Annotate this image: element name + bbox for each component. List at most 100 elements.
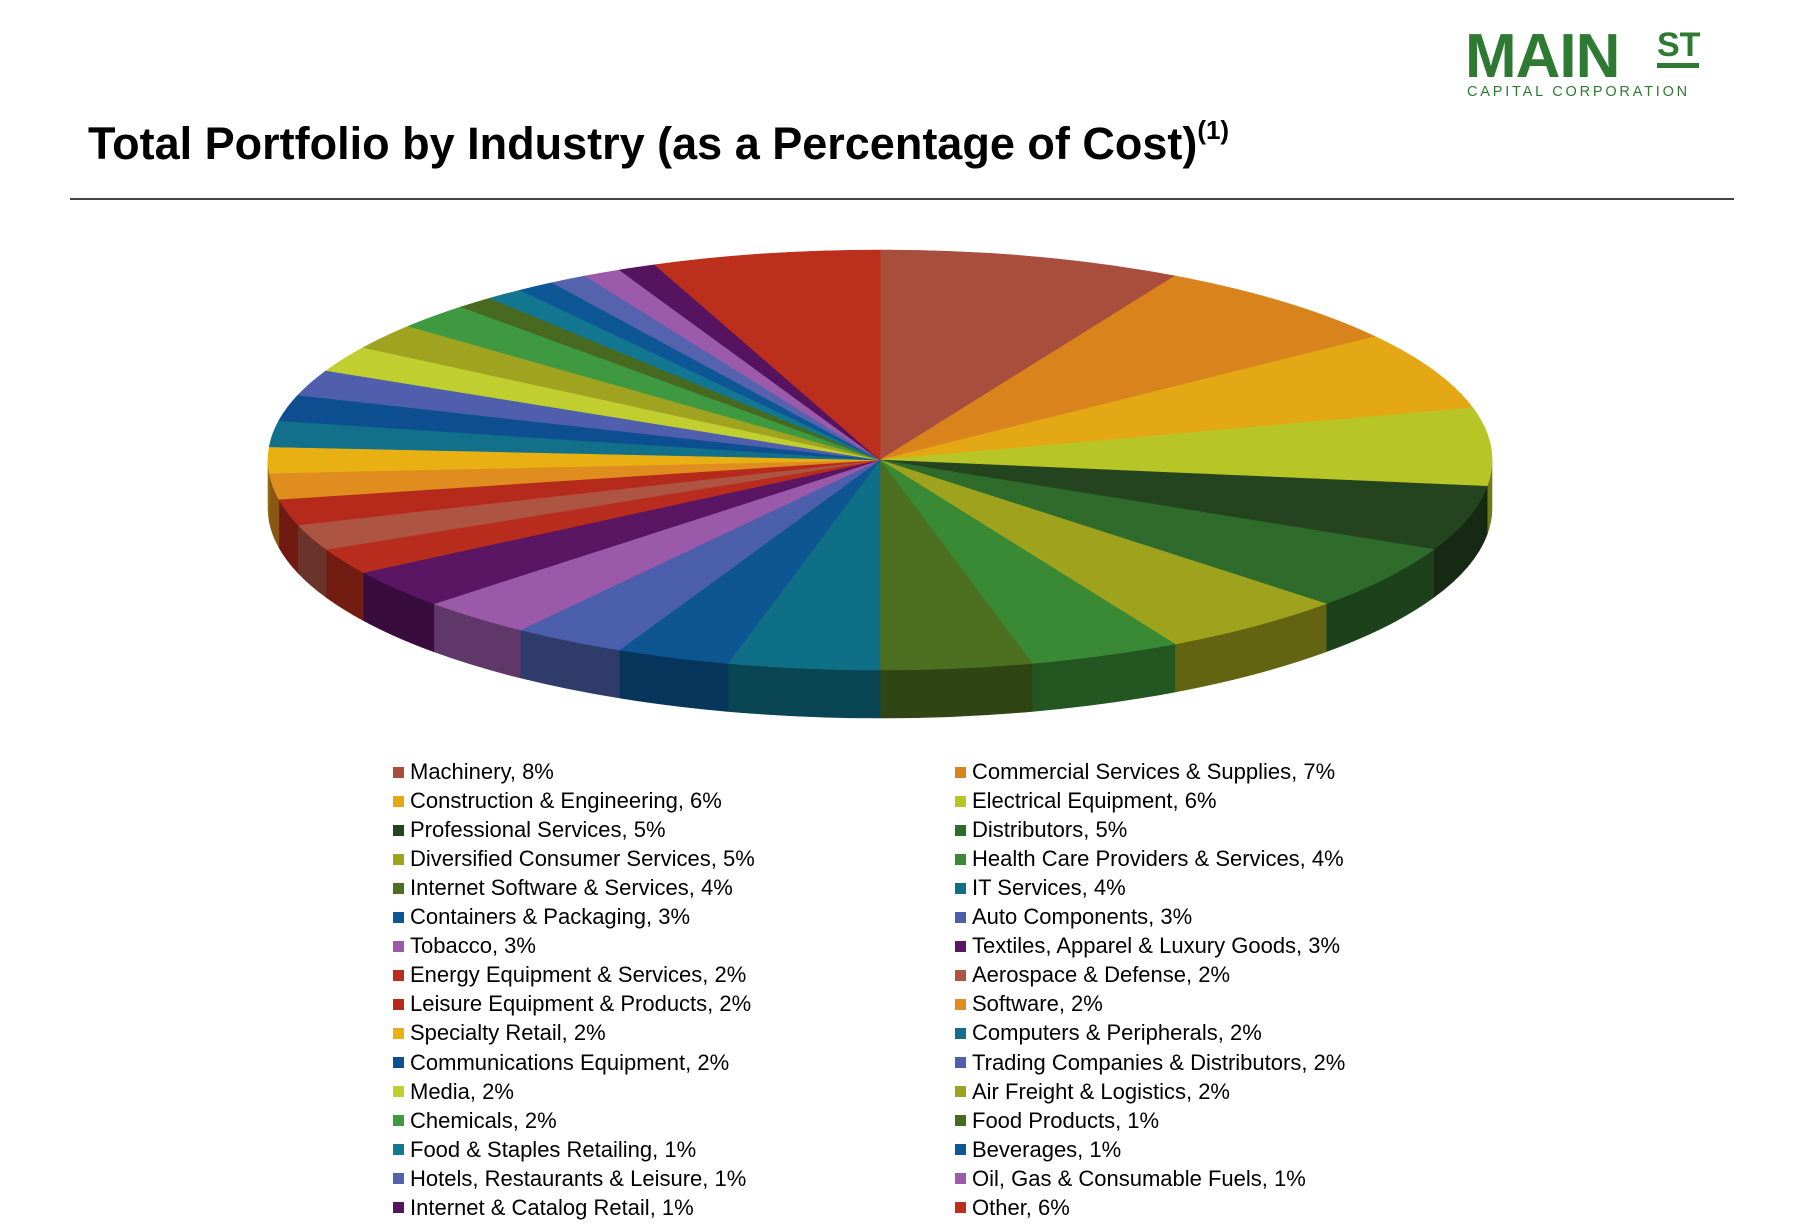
legend-label: Specialty Retail, 2% bbox=[410, 1020, 606, 1046]
legend-swatch bbox=[955, 1144, 966, 1156]
pie-chart bbox=[267, 249, 1493, 719]
legend-item-tobacco: Tobacco, 3% bbox=[393, 932, 536, 960]
legend-swatch bbox=[955, 853, 966, 865]
legend-item-commercial-services-and-supplies: Commercial Services & Supplies, 7% bbox=[955, 758, 1335, 786]
legend-item-it-services: IT Services, 4% bbox=[955, 874, 1126, 902]
legend-swatch bbox=[955, 1057, 966, 1068]
logo-superscript: ST bbox=[1657, 26, 1701, 64]
legend-swatch bbox=[393, 911, 404, 923]
legend-label: Electrical Equipment, 6% bbox=[972, 788, 1217, 814]
legend-item-diversified-consumer-services: Diversified Consumer Services, 5% bbox=[393, 845, 755, 873]
legend-swatch bbox=[393, 882, 404, 894]
legend-item-textiles-apparel-and-luxury-goods: Textiles, Apparel & Luxury Goods, 3% bbox=[955, 932, 1340, 960]
legend-swatch bbox=[955, 1027, 966, 1039]
title-divider bbox=[70, 198, 1734, 200]
legend-item-containers-and-packaging: Containers & Packaging, 3% bbox=[393, 903, 690, 931]
title-footnote: (1) bbox=[1197, 115, 1230, 145]
legend-label: Professional Services, 5% bbox=[410, 817, 666, 843]
legend-label: Computers & Peripherals, 2% bbox=[972, 1020, 1262, 1046]
legend-item-leisure-equipment-and-products: Leisure Equipment & Products, 2% bbox=[393, 990, 751, 1018]
legend-swatch bbox=[955, 766, 966, 778]
legend-item-air-freight-and-logistics: Air Freight & Logistics, 2% bbox=[955, 1078, 1230, 1106]
legend-label: Trading Companies & Distributors, 2% bbox=[972, 1049, 1346, 1075]
legend-item-other: Other, 6% bbox=[955, 1194, 1070, 1222]
legend-label: Beverages, 1% bbox=[972, 1136, 1122, 1162]
legend-label: IT Services, 4% bbox=[972, 875, 1126, 901]
legend-swatch bbox=[955, 940, 966, 952]
legend-item-specialty-retail: Specialty Retail, 2% bbox=[393, 1019, 606, 1047]
legend-label: Food & Staples Retailing, 1% bbox=[410, 1136, 697, 1162]
legend-label: Internet & Catalog Retail, 1% bbox=[410, 1194, 694, 1220]
legend-label: Commercial Services & Supplies, 7% bbox=[972, 759, 1336, 784]
legend-label: Textiles, Apparel & Luxury Goods, 3% bbox=[972, 933, 1341, 959]
legend-swatch bbox=[955, 1086, 966, 1098]
legend-item-distributors: Distributors, 5% bbox=[955, 816, 1127, 844]
page-title: Total Portfolio by Industry (as a Percen… bbox=[88, 115, 1230, 170]
legend-swatch bbox=[955, 1115, 966, 1127]
legend-label: Auto Components, 3% bbox=[972, 904, 1193, 930]
legend-swatch bbox=[393, 824, 404, 836]
legend-swatch bbox=[955, 1173, 966, 1185]
logo-wordmark: MAIN bbox=[1465, 22, 1620, 91]
legend-label: Air Freight & Logistics, 2% bbox=[972, 1078, 1230, 1104]
pie-side-internet-software-and-services bbox=[879, 663, 1033, 719]
legend-item-machinery: Machinery, 8% bbox=[393, 758, 554, 786]
logo-subtitle: CAPITAL CORPORATION bbox=[1467, 84, 1690, 100]
legend-swatch bbox=[393, 1057, 404, 1068]
pie-slice-commercial-services-and-supplies bbox=[879, 275, 1377, 461]
pie-slice-other bbox=[654, 249, 881, 461]
legend-item-hotels-restaurants-and-leisure: Hotels, Restaurants & Leisure, 1% bbox=[393, 1165, 746, 1193]
legend-label: Tobacco, 3% bbox=[410, 933, 536, 959]
legend-swatch bbox=[955, 824, 966, 836]
legend-item-aerospace-and-defense: Aerospace & Defense, 2% bbox=[955, 961, 1230, 989]
legend-label: Diversified Consumer Services, 5% bbox=[410, 846, 755, 872]
legend-label: Construction & Engineering, 6% bbox=[410, 788, 722, 814]
legend-swatch bbox=[393, 1202, 404, 1214]
legend-swatch bbox=[393, 1115, 404, 1127]
legend-item-chemicals: Chemicals, 2% bbox=[393, 1107, 557, 1135]
legend-label: Aerospace & Defense, 2% bbox=[972, 962, 1231, 988]
legend-swatch bbox=[955, 911, 966, 923]
page-title-text: Total Portfolio by Industry (as a Percen… bbox=[88, 118, 1198, 169]
legend-label: Energy Equipment & Services, 2% bbox=[410, 962, 747, 988]
legend-item-computers-and-peripherals: Computers & Peripherals, 2% bbox=[955, 1019, 1262, 1047]
legend-label: Containers & Packaging, 3% bbox=[410, 904, 691, 930]
legend-swatch bbox=[393, 998, 404, 1010]
legend-label: Food Products, 1% bbox=[972, 1107, 1160, 1133]
legend-item-health-care-providers-and-services: Health Care Providers & Services, 4% bbox=[955, 845, 1344, 873]
legend-label: Leisure Equipment & Products, 2% bbox=[410, 991, 752, 1017]
legend-swatch bbox=[393, 795, 404, 807]
pie-slice-professional-services bbox=[879, 459, 1488, 550]
legend-item-internet-software-and-services: Internet Software & Services, 4% bbox=[393, 874, 733, 902]
legend-item-professional-services: Professional Services, 5% bbox=[393, 816, 666, 844]
main-street-logo: MAIN ST CAPITAL CORPORATION bbox=[1465, 26, 1705, 106]
legend-label: Software, 2% bbox=[972, 991, 1103, 1017]
legend-swatch bbox=[955, 795, 966, 807]
pie-slice-electrical-equipment bbox=[879, 407, 1493, 487]
legend-item-oil-gas-and-consumable-fuels: Oil, Gas & Consumable Fuels, 1% bbox=[955, 1165, 1306, 1193]
legend-swatch bbox=[393, 1144, 404, 1156]
legend-label: Machinery, 8% bbox=[410, 759, 554, 784]
legend-swatch bbox=[955, 882, 966, 894]
legend-label: Chemicals, 2% bbox=[410, 1107, 557, 1133]
legend-item-trading-companies-and-distributors: Trading Companies & Distributors, 2% bbox=[955, 1049, 1345, 1077]
legend-swatch bbox=[393, 1086, 404, 1098]
legend-swatch bbox=[393, 766, 404, 778]
legend-item-communications-equipment: Communications Equipment, 2% bbox=[393, 1049, 729, 1077]
pie-side-it-services bbox=[727, 663, 881, 719]
legend-label: Communications Equipment, 2% bbox=[410, 1049, 730, 1075]
legend-item-electrical-equipment: Electrical Equipment, 6% bbox=[955, 787, 1217, 815]
legend-swatch bbox=[393, 940, 404, 952]
legend-swatch bbox=[393, 1027, 404, 1039]
chart-legend: Machinery, 8% Commercial Services & Suppl… bbox=[393, 758, 1393, 1224]
legend-item-food-products: Food Products, 1% bbox=[955, 1107, 1159, 1135]
legend-swatch bbox=[393, 969, 404, 981]
pie-slice-construction-and-engineering bbox=[879, 336, 1474, 461]
pie-slice-distributors bbox=[879, 459, 1435, 605]
legend-label: Hotels, Restaurants & Leisure, 1% bbox=[410, 1165, 747, 1191]
logo-underline bbox=[1657, 63, 1699, 68]
legend-label: Health Care Providers & Services, 4% bbox=[972, 846, 1344, 872]
legend-item-food-and-staples-retailing: Food & Staples Retailing, 1% bbox=[393, 1136, 696, 1164]
legend-label: Distributors, 5% bbox=[972, 817, 1128, 843]
legend-swatch bbox=[955, 969, 966, 981]
